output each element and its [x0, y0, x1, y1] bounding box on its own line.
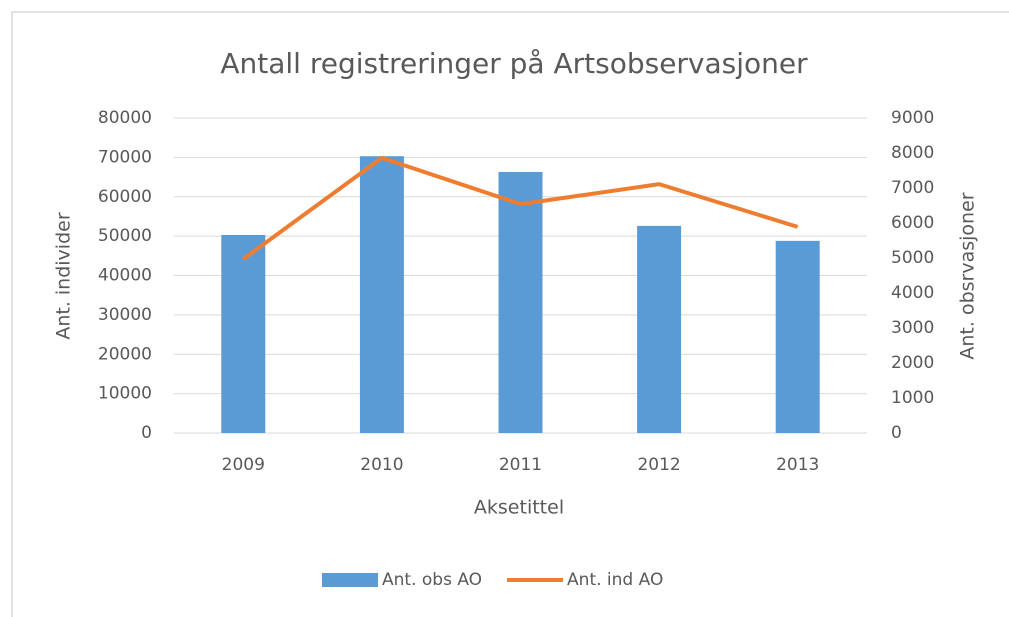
x-tick-label: 2010: [360, 455, 403, 475]
y-tick-label: 20000: [98, 344, 152, 364]
line: [242, 155, 799, 261]
chart-border: [11, 11, 1009, 617]
y2-tick-label: 6000: [891, 213, 934, 233]
y2-axis-title: Ant. obsrvasjoner: [957, 192, 979, 359]
y2-tick-label: 1000: [891, 388, 934, 408]
x-tick-label: 2011: [499, 455, 542, 475]
y2-tick-label: 9000: [891, 108, 934, 128]
y-tick-label: 30000: [98, 305, 152, 325]
bar: [359, 156, 404, 433]
y2-tick-label: 5000: [891, 248, 934, 268]
y-tick-label: 70000: [98, 147, 152, 167]
legend-label: Ant. ind AO: [567, 570, 663, 590]
bar: [637, 225, 682, 433]
y-tick-label: 10000: [98, 384, 152, 404]
x-tick-label: 2009: [222, 455, 265, 475]
legend-label: Ant. obs AO: [382, 570, 482, 590]
x-axis-title: Aksetittel: [474, 497, 564, 519]
chart-title: Antall registreringer på Artsobservasjon…: [220, 47, 808, 80]
x-tick-label: 2012: [637, 455, 680, 475]
y2-tick-label: 4000: [891, 283, 934, 303]
y2-tick-label: 3000: [891, 318, 934, 338]
y-tick-label: 0: [141, 423, 152, 443]
legend-swatch: [322, 573, 378, 587]
bar: [221, 234, 266, 433]
x-tick-label: 2013: [776, 455, 819, 475]
bar: [498, 171, 543, 433]
y-tick-label: 40000: [98, 266, 152, 286]
y2-tick-label: 8000: [891, 143, 934, 163]
y-tick-label: 60000: [98, 187, 152, 207]
y2-tick-label: 2000: [891, 353, 934, 373]
y-axis-title: Ant. individer: [53, 212, 75, 340]
y2-tick-label: 7000: [891, 178, 934, 198]
y-tick-label: 50000: [98, 226, 152, 246]
y-tick-label: 80000: [98, 108, 152, 128]
y2-tick-label: 0: [891, 423, 902, 443]
bar: [775, 240, 820, 433]
